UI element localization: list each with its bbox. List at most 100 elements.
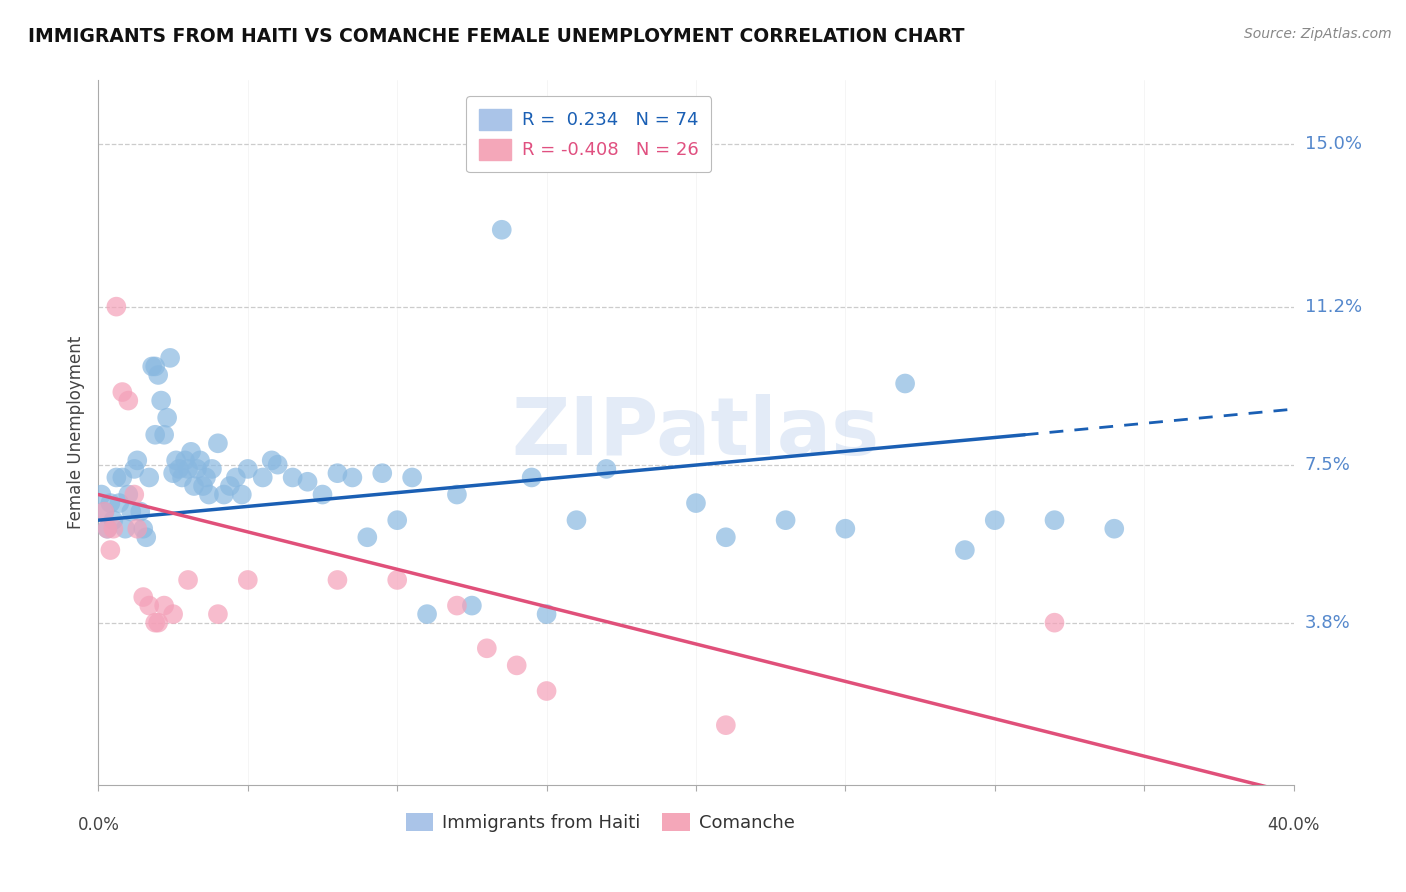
Point: [212, 487, 235, 501]
Point: [416, 607, 439, 621]
Point: [180, 445, 202, 459]
Point: [371, 466, 394, 480]
Point: [124, 487, 146, 501]
Point: [138, 470, 160, 484]
Point: [135, 530, 157, 544]
Point: [127, 453, 149, 467]
Point: [984, 513, 1007, 527]
Point: [207, 607, 229, 621]
Point: [117, 393, 139, 408]
Point: [114, 522, 136, 536]
Point: [124, 462, 146, 476]
Point: [252, 470, 274, 484]
Point: [156, 410, 179, 425]
Point: [98, 543, 122, 558]
Point: [834, 522, 856, 536]
Point: [108, 496, 131, 510]
Point: [565, 513, 588, 527]
Point: [186, 462, 208, 476]
Y-axis label: Female Unemployment: Female Unemployment: [66, 336, 84, 529]
Point: [1104, 522, 1126, 536]
Point: [385, 573, 409, 587]
Point: [93, 505, 115, 519]
Point: [491, 223, 513, 237]
Point: [129, 505, 152, 519]
Point: [685, 496, 707, 510]
Point: [148, 368, 170, 382]
Point: [714, 718, 737, 732]
Point: [153, 427, 176, 442]
Point: [506, 658, 529, 673]
Point: [326, 466, 349, 480]
Point: [143, 359, 166, 374]
Point: [225, 470, 247, 484]
Point: [165, 453, 187, 467]
Point: [198, 487, 221, 501]
Point: [714, 530, 737, 544]
Point: [953, 543, 976, 558]
Point: [446, 599, 468, 613]
Point: [162, 466, 184, 480]
Text: 7.5%: 7.5%: [1305, 456, 1351, 474]
Point: [96, 522, 118, 536]
Point: [461, 599, 484, 613]
Point: [111, 385, 134, 400]
Legend: Immigrants from Haiti, Comanche: Immigrants from Haiti, Comanche: [399, 805, 801, 839]
Point: [111, 470, 134, 484]
Point: [536, 607, 558, 621]
Point: [127, 522, 149, 536]
Point: [219, 479, 242, 493]
Text: ZIPatlas: ZIPatlas: [512, 393, 880, 472]
Point: [177, 462, 200, 476]
Text: 15.0%: 15.0%: [1305, 136, 1361, 153]
Point: [103, 513, 125, 527]
Point: [183, 479, 205, 493]
Point: [141, 359, 163, 374]
Point: [401, 470, 423, 484]
Point: [475, 641, 498, 656]
Point: [98, 496, 122, 510]
Point: [172, 470, 194, 484]
Point: [148, 615, 170, 630]
Point: [326, 573, 349, 587]
Point: [536, 684, 558, 698]
Point: [520, 470, 543, 484]
Point: [385, 513, 409, 527]
Point: [138, 599, 160, 613]
Point: [96, 522, 118, 536]
Point: [132, 590, 155, 604]
Point: [132, 522, 155, 536]
Point: [260, 453, 283, 467]
Text: IMMIGRANTS FROM HAITI VS COMANCHE FEMALE UNEMPLOYMENT CORRELATION CHART: IMMIGRANTS FROM HAITI VS COMANCHE FEMALE…: [28, 27, 965, 45]
Text: 0.0%: 0.0%: [77, 815, 120, 833]
Point: [342, 470, 364, 484]
Point: [191, 479, 214, 493]
Point: [177, 573, 200, 587]
Text: 40.0%: 40.0%: [1267, 815, 1320, 833]
Point: [195, 470, 218, 484]
Point: [105, 470, 128, 484]
Point: [143, 615, 166, 630]
Point: [775, 513, 797, 527]
Point: [446, 487, 468, 501]
Point: [150, 393, 173, 408]
Point: [103, 522, 125, 536]
Point: [105, 300, 128, 314]
Point: [162, 607, 184, 621]
Point: [231, 487, 253, 501]
Point: [143, 427, 166, 442]
Point: [595, 462, 617, 476]
Point: [93, 505, 115, 519]
Point: [117, 487, 139, 501]
Text: 3.8%: 3.8%: [1305, 614, 1350, 632]
Point: [311, 487, 333, 501]
Point: [153, 599, 176, 613]
Point: [174, 453, 197, 467]
Point: [207, 436, 229, 450]
Point: [1043, 615, 1066, 630]
Point: [159, 351, 181, 365]
Point: [120, 505, 142, 519]
Point: [1043, 513, 1066, 527]
Point: [236, 462, 259, 476]
Point: [236, 573, 259, 587]
